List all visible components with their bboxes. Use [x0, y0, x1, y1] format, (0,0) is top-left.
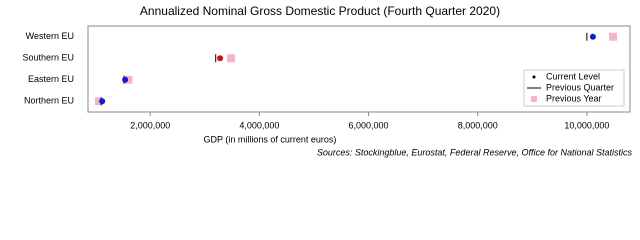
legend-square [531, 96, 537, 102]
y-tick-label: Western EU [26, 31, 74, 41]
chart: Annualized Nominal Gross Domestic Produc… [22, 4, 633, 157]
x-tick-label: 2,000,000 [130, 120, 170, 130]
x-tick-label: 10,000,000 [564, 120, 609, 130]
chart-title: Annualized Nominal Gross Domestic Produc… [140, 4, 500, 18]
y-tick-label: Southern EU [22, 53, 74, 63]
legend-label: Previous Year [546, 93, 602, 103]
current-dot [217, 55, 224, 62]
previous-year-square [609, 32, 618, 41]
current-dot [589, 33, 596, 40]
y-tick-label: Eastern EU [28, 74, 74, 84]
previous-year-square [227, 54, 236, 63]
current-dot [99, 98, 106, 105]
current-dot [122, 76, 129, 83]
previous-year-square [124, 75, 133, 84]
plot-frame [87, 25, 631, 113]
legend-label: Current Level [546, 71, 600, 81]
previous-year-square [94, 97, 103, 106]
x-tick-label: 6,000,000 [349, 120, 389, 130]
x-axis-label: GDP (in millions of current euros) [204, 134, 337, 144]
x-tick-label: 4,000,000 [239, 120, 279, 130]
y-tick-label: Northern EU [24, 96, 74, 106]
x-tick-label: 8,000,000 [458, 120, 498, 130]
legend-dot [532, 75, 536, 79]
source-note: Sources: Stockingblue, Eurostat, Federal… [317, 147, 633, 157]
legend-label: Previous Quarter [546, 82, 614, 92]
